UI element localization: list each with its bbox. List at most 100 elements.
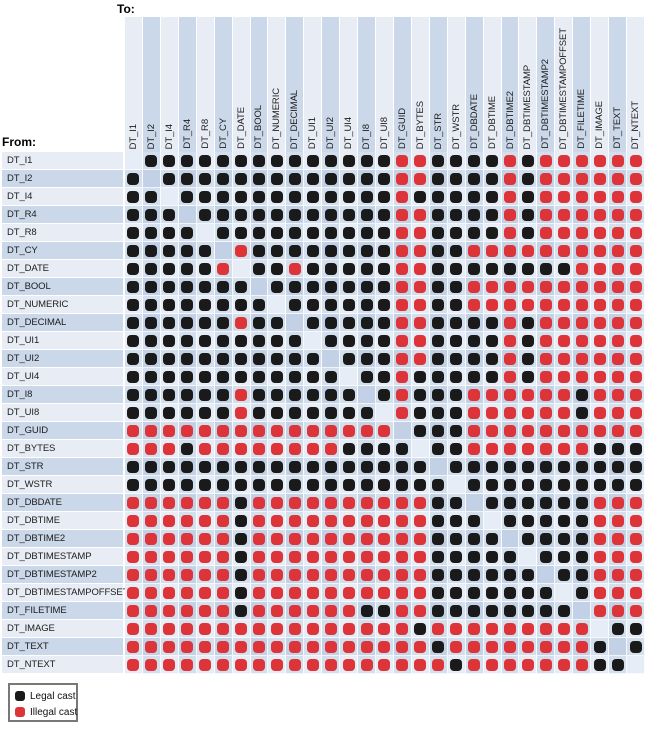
illegal-cast-dot-icon: [127, 604, 140, 617]
cell-DT_DBTIME-to-DT_I2: [142, 512, 161, 530]
cell-DT_DATE-to-DT_DBTIME2: [501, 260, 520, 278]
cell-DT_IMAGE-to-DT_NTEXT: [627, 620, 645, 638]
cell-DT_IMAGE-to-DT_I2: [142, 620, 161, 638]
illegal-cast-dot-icon: [217, 532, 230, 545]
illegal-cast-dot-icon: [145, 586, 158, 599]
col-header-text: DT_DATE: [235, 107, 247, 149]
cell-DT_UI2-to-DT_WSTR: [447, 350, 466, 368]
cell-DT_DATE-to-DT_BOOL: [250, 260, 269, 278]
illegal-cast-dot-icon: [145, 496, 158, 509]
cell-DT_DBTIMESTAMP-to-DT_I2: [142, 548, 161, 566]
cell-DT_BOOL-to-DT_BOOL: [250, 278, 269, 296]
cell-DT_TEXT-to-DT_I4: [160, 638, 179, 656]
cell-DT_BYTES-to-DT_UI1: [304, 440, 323, 458]
row-label-DT_UI8: DT_UI8: [2, 404, 123, 422]
illegal-cast-dot-icon: [306, 604, 319, 617]
illegal-cast-dot-icon: [450, 622, 463, 635]
row-label-DT_DATE: DT_DATE: [2, 260, 123, 278]
cell-DT_DBTIMESTAMP-to-DT_DECIMAL: [286, 548, 305, 566]
cell-DT_IMAGE-to-DT_DBTIMESTAMPOFFSET: [555, 620, 574, 638]
cell-DT_TEXT-to-DT_DBTIMESTAMP: [519, 638, 538, 656]
cell-DT_DATE-to-DT_TEXT: [609, 260, 628, 278]
legal-cast-dot-icon: [378, 604, 391, 617]
cell-DT_UI4-to-DT_STR: [429, 368, 448, 386]
legal-cast-dot-icon: [306, 406, 319, 419]
cell-DT_NTEXT-to-DT_R4: [178, 656, 197, 674]
illegal-cast-dot-icon: [575, 226, 588, 239]
cell-DT_NTEXT-to-DT_DBTIME: [483, 656, 502, 674]
cell-DT_DBTIMESTAMP-to-DT_R4: [178, 548, 197, 566]
cell-DT_BYTES-to-DT_BOOL: [250, 440, 269, 458]
cell-DT_DBTIME2-to-DT_I4: [160, 530, 179, 548]
legend-item-legal: Legal cast: [15, 688, 76, 704]
cell-DT_R8-to-DT_I4: [160, 224, 179, 242]
illegal-cast-dot-icon: [288, 586, 301, 599]
legal-cast-dot-icon: [217, 334, 230, 347]
illegal-cast-dot-icon: [629, 568, 642, 581]
cell-DT_CY-to-DT_DECIMAL: [286, 242, 305, 260]
illegal-cast-dot-icon: [504, 334, 516, 347]
illegal-cast-dot-icon: [521, 244, 534, 257]
legal-cast-dot-icon: [145, 316, 158, 329]
illegal-cast-dot-icon: [611, 532, 624, 545]
cell-DT_NUMERIC-to-DT_UI1: [304, 296, 323, 314]
legal-cast-dot-icon: [127, 370, 140, 383]
legal-cast-dot-icon: [378, 388, 391, 401]
cell-DT_BYTES-to-DT_IMAGE: [591, 440, 610, 458]
cell-DT_BOOL-to-DT_DBTIME2: [501, 278, 520, 296]
cell-DT_IMAGE-to-DT_BYTES: [411, 620, 430, 638]
cell-DT_I8-to-DT_STR: [429, 386, 448, 404]
illegal-cast-dot-icon: [288, 640, 301, 653]
cell-DT_WSTR-to-DT_NUMERIC: [268, 476, 287, 494]
illegal-cast-dot-icon: [163, 622, 176, 635]
legal-cast-dot-icon: [181, 172, 194, 185]
cell-DT_UI2-to-DT_UI8: [376, 350, 394, 368]
legal-cast-dot-icon: [414, 370, 427, 383]
legal-cast-dot-icon: [181, 154, 194, 167]
legal-cast-dot-icon: [396, 478, 409, 491]
cell-DT_I1-to-DT_DBDATE: [465, 152, 484, 170]
cell-DT_I4-to-DT_R8: [196, 188, 215, 206]
illegal-cast-dot-icon: [342, 550, 355, 563]
cell-DT_NUMERIC-to-DT_UI2: [322, 296, 341, 314]
cell-DT_UI1-to-DT_I2: [142, 332, 161, 350]
col-header-DT_I4: DT_I4: [160, 17, 179, 152]
illegal-cast-dot-icon: [504, 406, 516, 419]
cell-DT_UI8-to-DT_DBTIMESTAMP: [519, 404, 538, 422]
illegal-cast-dot-icon: [629, 352, 642, 365]
illegal-cast-dot-icon: [611, 424, 624, 437]
cell-DT_UI4-to-DT_WSTR: [447, 368, 466, 386]
legal-cast-dot-icon: [181, 388, 194, 401]
legal-cast-dot-icon: [199, 154, 212, 167]
cell-DT_STR-to-DT_NTEXT: [627, 458, 645, 476]
illegal-cast-dot-icon: [504, 154, 516, 167]
cell-DT_NTEXT-to-DT_I2: [142, 656, 161, 674]
cell-DT_DBTIMESTAMP-to-DT_NUMERIC: [268, 548, 287, 566]
legal-cast-dot-icon: [521, 190, 534, 203]
col-header-DT_BYTES: DT_BYTES: [411, 17, 430, 152]
cell-DT_BYTES-to-DT_UI2: [322, 440, 341, 458]
legal-cast-dot-icon: [199, 388, 212, 401]
illegal-cast-dot-icon: [235, 244, 248, 257]
legal-cast-dot-icon: [127, 316, 140, 329]
col-header-DT_DATE: DT_DATE: [232, 17, 251, 152]
cell-DT_DBTIMESTAMP-to-DT_I1: [125, 548, 143, 566]
cell-DT_DBTIMESTAMP2-to-DT_I8: [358, 566, 377, 584]
cell-DT_UI4-to-DT_I4: [160, 368, 179, 386]
cell-DT_CY-to-DT_I4: [160, 242, 179, 260]
cell-DT_I8-to-DT_DBDATE: [465, 386, 484, 404]
illegal-cast-dot-icon: [557, 442, 570, 455]
cell-DT_DBTIMESTAMPOFFSET-to-DT_UI1: [304, 584, 323, 602]
illegal-cast-dot-icon: [557, 388, 570, 401]
cell-DT_GUID-to-DT_UI2: [322, 422, 341, 440]
cell-DT_UI2-to-DT_TEXT: [609, 350, 628, 368]
illegal-cast-dot-icon: [629, 262, 642, 275]
legal-cast-dot-icon: [163, 370, 176, 383]
illegal-cast-dot-icon: [575, 622, 588, 635]
cell-DT_R8-to-DT_TEXT: [609, 224, 628, 242]
cell-DT_DBDATE-to-DT_BYTES: [411, 494, 430, 512]
legal-cast-dot-icon: [486, 316, 499, 329]
legal-cast-dot-icon: [145, 406, 158, 419]
cell-DT_NTEXT-to-DT_I1: [125, 656, 143, 674]
cell-DT_CY-to-DT_R4: [178, 242, 197, 260]
